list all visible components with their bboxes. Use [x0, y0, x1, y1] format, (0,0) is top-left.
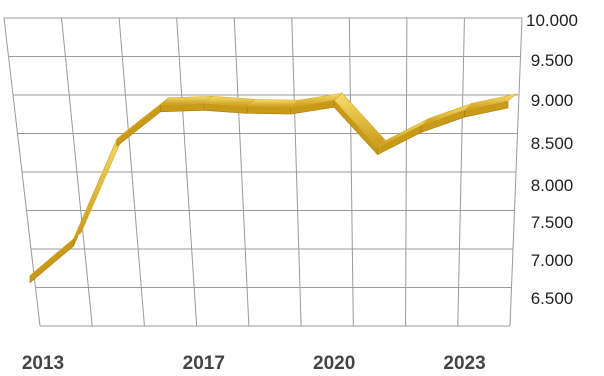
series-segment-face — [30, 239, 73, 283]
x-axis-labels: 2013 2017 2020 2023 — [22, 353, 486, 374]
y-tick-label: 7.000 — [531, 251, 574, 270]
y-tick-label: 9.000 — [531, 91, 574, 110]
chart-series — [30, 93, 516, 282]
y-tick-label: 7.500 — [531, 213, 574, 232]
y-tick-label: 8.500 — [531, 134, 574, 153]
y-tick-label: 9.500 — [531, 51, 574, 70]
x-tick-label: 2023 — [443, 353, 485, 374]
x-tick-label: 2017 — [183, 353, 225, 374]
series-segment-top — [247, 99, 298, 107]
series-segment-top — [334, 93, 385, 147]
series-segment-top — [73, 132, 124, 239]
y-tick-label: 8.000 — [531, 176, 574, 195]
chart-grid — [4, 18, 522, 326]
y-tick-label: 6.500 — [531, 289, 574, 308]
grid-line-vertical — [406, 18, 407, 326]
y-axis-labels: 10.000 9.500 9.000 8.500 8.000 7.500 7.000 6.50… — [526, 11, 578, 308]
x-tick-label: 2013 — [22, 353, 64, 374]
series-segment-top — [117, 98, 168, 139]
series-segment-face — [247, 106, 290, 114]
y-tick-label: 10.000 — [526, 11, 578, 30]
series-segment-face — [117, 105, 160, 146]
x-tick-label: 2020 — [313, 353, 355, 374]
